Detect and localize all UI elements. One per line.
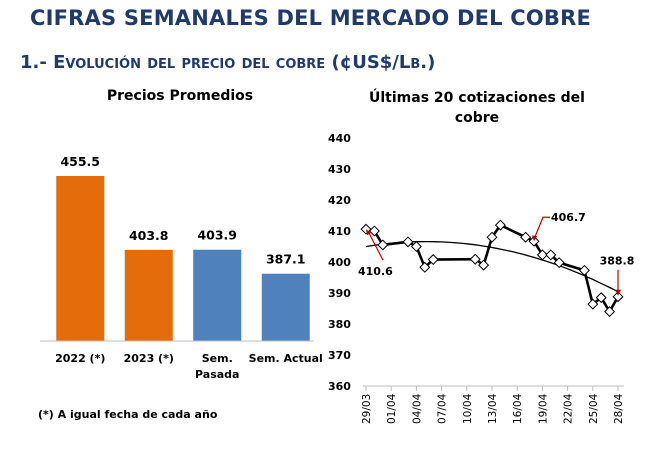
x-tick-label: 19/04 <box>537 393 549 424</box>
data-point-marker <box>478 259 490 271</box>
main-title: CIFRAS SEMANALES DEL MERCADO DEL COBRE <box>30 6 592 30</box>
line-chart-title-line-1: Últimas 20 cotizaciones del <box>369 90 585 106</box>
data-point-marker <box>520 231 532 243</box>
line-chart-title: Últimas 20 cotizaciones del cobre <box>352 88 602 128</box>
x-tick-label: 10/04 <box>462 393 474 424</box>
x-tick-label: 28/04 <box>613 393 625 424</box>
data-point-marker <box>553 257 565 269</box>
annotation-arrow <box>367 230 384 261</box>
annotation-arrowhead <box>366 229 371 236</box>
bar-chart: 455.5 2022 (*) 403.8 2023 (*) 403.9 Sem. Pasad… <box>40 154 323 381</box>
footnote: (*) A igual fecha de cada año <box>38 408 218 421</box>
x-tick-label: Sem. Actual <box>249 352 323 365</box>
data-point-marker <box>595 292 607 304</box>
x-tick-label: 13/04 <box>487 393 499 424</box>
x-tick-label: 16/04 <box>512 393 524 424</box>
x-tick-label: 04/04 <box>411 393 423 424</box>
y-tick-label: 440 <box>328 132 351 145</box>
y-tick-label: 400 <box>328 256 351 269</box>
annotation-arrow <box>533 216 550 240</box>
annotation-label: 388.8 <box>600 255 635 268</box>
y-tick-label: 380 <box>328 318 351 331</box>
y-tick-label: 420 <box>328 194 351 207</box>
data-point-marker <box>604 306 616 318</box>
bar <box>56 176 105 341</box>
data-point-marker <box>469 253 481 265</box>
x-tick-label: 25/04 <box>588 393 600 424</box>
annotation-label: 406.7 <box>551 211 586 224</box>
x-tick-label: 29/03 <box>361 394 373 424</box>
data-point-marker <box>494 219 506 231</box>
data-point-marker <box>486 231 498 243</box>
section-title: 1.- Evolución del precio del cobre (¢US$… <box>20 52 436 73</box>
annotation-label: 410.6 <box>358 265 393 278</box>
x-tick-label: 2022 (*) <box>55 352 105 365</box>
data-point-marker <box>377 239 389 251</box>
data-point-marker <box>419 261 431 273</box>
data-point-marker <box>427 254 439 266</box>
x-tick-label: 2023 (*) <box>124 352 174 365</box>
y-tick-label: 360 <box>328 380 351 393</box>
bar-value-label: 455.5 <box>60 154 100 169</box>
data-point-marker <box>545 249 557 261</box>
data-point-marker <box>368 225 380 237</box>
x-tick-label: Pasada <box>195 368 239 381</box>
line-chart-title-line-2: cobre <box>454 110 500 126</box>
data-point-marker <box>587 298 599 310</box>
x-tick-label: 07/04 <box>437 393 449 424</box>
y-tick-label: 390 <box>328 287 351 300</box>
bar-value-label: 387.1 <box>266 252 306 267</box>
y-tick-label: 370 <box>328 349 351 362</box>
data-point-marker <box>536 249 548 261</box>
bar-chart-title: Precios Promedios <box>106 88 254 104</box>
data-point-marker <box>410 240 422 253</box>
x-tick-label: 01/04 <box>386 393 398 424</box>
bar <box>193 249 242 341</box>
line-chart: 360 370 380 390 400 410 420 430 440 29/03 01/04 04/… <box>328 132 634 424</box>
y-tick-label: 430 <box>328 163 351 176</box>
annotation-arrowhead <box>615 289 621 296</box>
bar <box>261 273 310 341</box>
bar-value-label: 403.8 <box>129 228 169 243</box>
x-tick-label: 22/04 <box>563 393 575 424</box>
data-point-marker <box>612 291 624 303</box>
annotation-arrowhead <box>532 235 537 242</box>
bar-value-label: 403.9 <box>197 228 237 243</box>
trend-line <box>365 240 619 293</box>
data-point-marker <box>578 264 590 276</box>
data-point-marker <box>402 236 414 248</box>
x-tick-label: Sem. <box>202 352 233 365</box>
bar <box>124 249 173 341</box>
y-tick-label: 410 <box>328 225 351 238</box>
